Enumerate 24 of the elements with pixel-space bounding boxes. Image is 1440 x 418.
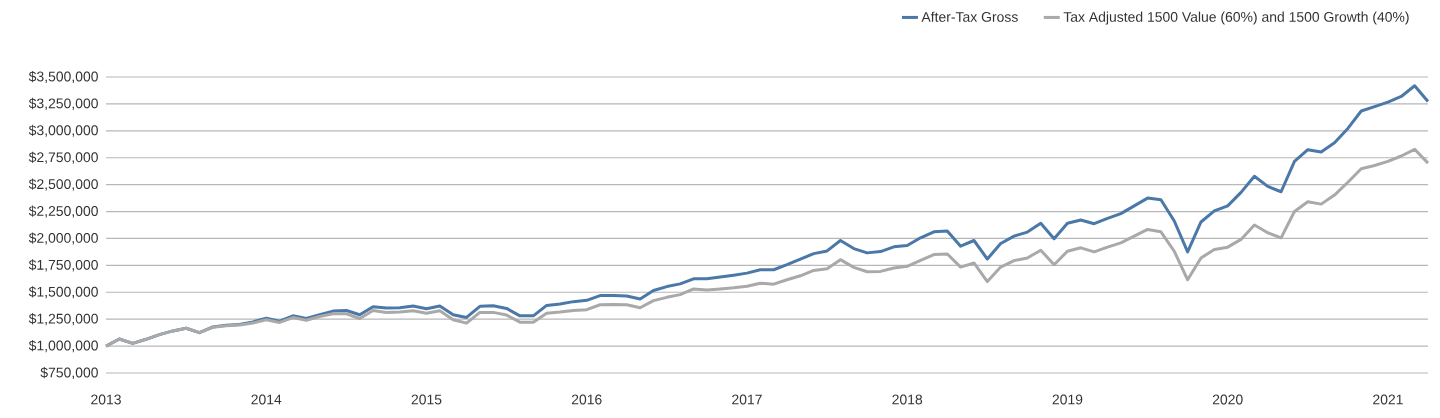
- x-tick-label: 2021: [1373, 394, 1403, 405]
- x-tick-label: 2016: [571, 394, 602, 405]
- y-tick-label: $2,500,000: [28, 178, 98, 191]
- y-tick-label: $1,250,000: [28, 313, 98, 326]
- y-tick-label: $1,500,000: [28, 286, 98, 299]
- y-tick-label: $2,000,000: [28, 232, 98, 245]
- x-tick-label: 2014: [251, 394, 282, 405]
- legend-label: Tax Adjusted 1500 Value (60%) and 1500 Growth (40%): [1063, 11, 1409, 25]
- y-tick-label: $3,500,000: [28, 70, 98, 84]
- y-tick-label: $2,250,000: [28, 205, 98, 218]
- y-tick-label: $3,250,000: [28, 97, 98, 110]
- y-tick-label: $1,750,000: [28, 259, 98, 272]
- y-tick-label: $1,000,000: [28, 340, 98, 353]
- y-tick-label: $3,000,000: [28, 124, 98, 137]
- y-tick-label: $2,750,000: [28, 151, 98, 164]
- legend-label: After-Tax Gross: [921, 11, 1018, 22]
- x-tick-label: 2017: [732, 394, 762, 405]
- x-tick-label: 2015: [411, 394, 442, 405]
- line-series: [104, 147, 1430, 348]
- x-tick-label: 2020: [1212, 394, 1243, 405]
- x-tick-label: 2013: [91, 394, 121, 405]
- x-tick-label: 2019: [1052, 394, 1083, 405]
- x-tick-label: 2018: [892, 394, 923, 405]
- y-tick-label: $750,000: [40, 366, 98, 380]
